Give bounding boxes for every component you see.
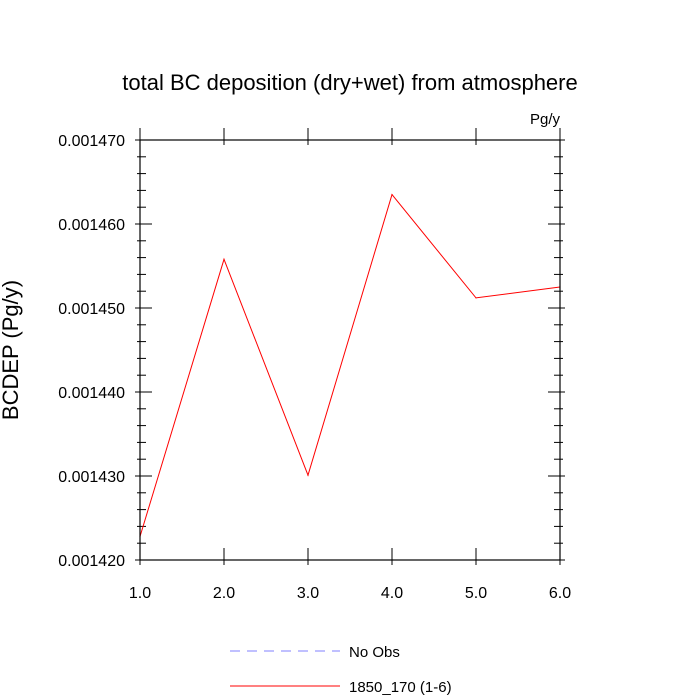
units-label: Pg/y xyxy=(530,111,561,128)
y-tick-label: 0.001420 xyxy=(58,553,125,570)
x-tick-label: 2.0 xyxy=(213,585,235,602)
data-point xyxy=(391,194,393,196)
y-tick-label: 0.001470 xyxy=(58,133,125,150)
x-tick-label: 3.0 xyxy=(297,585,319,602)
legend: No Obs 1850_170 (1-6) xyxy=(230,644,452,696)
x-tick-label: 6.0 xyxy=(549,585,571,602)
axis-ticks: 1.0 2.0 3.0 4.0 5.0 6.0 0.001420 0.001430 0.0014… xyxy=(58,128,571,602)
data-point xyxy=(475,297,477,299)
legend-label: No Obs xyxy=(349,644,400,661)
plot-frame xyxy=(139,139,561,561)
x-tick-label: 1.0 xyxy=(129,585,151,602)
data-point xyxy=(307,474,309,476)
y-tick-label: 0.001460 xyxy=(58,217,125,234)
data-point xyxy=(223,258,225,260)
chart-title: total BC deposition (dry+wet) from atmos… xyxy=(122,70,577,95)
y-tick-label: 0.001450 xyxy=(58,301,125,318)
y-tick-label: 0.001430 xyxy=(58,469,125,486)
y-axis-label: BCDEP (Pg/y) xyxy=(0,280,23,420)
plot-lines xyxy=(139,193,561,538)
x-tick-label: 5.0 xyxy=(465,585,487,602)
legend-label: 1850_170 (1-6) xyxy=(349,679,452,696)
series-line xyxy=(139,193,561,537)
y-tick-label: 0.001440 xyxy=(58,385,125,402)
x-tick-label: 4.0 xyxy=(381,585,403,602)
